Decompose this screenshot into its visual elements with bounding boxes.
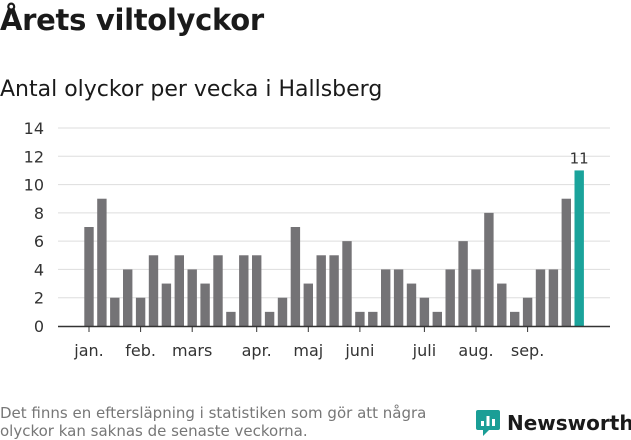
bar xyxy=(458,241,468,326)
bar xyxy=(239,255,249,326)
bar xyxy=(277,297,288,326)
bar xyxy=(471,269,481,326)
bars xyxy=(84,170,584,326)
x-tick-label: apr. xyxy=(242,341,272,360)
footnote: Det finns en eftersläpning i statistiken… xyxy=(0,404,427,440)
bar xyxy=(522,297,533,326)
bar xyxy=(226,311,236,326)
bar xyxy=(419,297,430,326)
bar xyxy=(535,269,546,326)
bar xyxy=(303,283,313,326)
bar xyxy=(123,269,133,326)
bar xyxy=(200,283,210,326)
y-tick-label: 10 xyxy=(24,176,44,195)
chart-subtitle: Antal olyckor per vecka i Hallsberg xyxy=(0,77,383,102)
x-axis-ticks: jan. feb. mars apr. maj juni juli aug. sep. xyxy=(73,326,544,360)
bar xyxy=(548,269,559,326)
bar xyxy=(393,269,404,326)
bar xyxy=(368,311,378,326)
data-label-highlight: 11 xyxy=(570,149,589,167)
bar xyxy=(252,255,262,326)
bar xyxy=(445,269,455,326)
y-tick-label: 8 xyxy=(34,204,44,223)
bar-chart-speech-bubble-icon xyxy=(476,410,500,436)
y-tick-label: 12 xyxy=(24,147,44,166)
bar xyxy=(510,311,520,326)
data-labels: 11 xyxy=(570,149,589,167)
bar xyxy=(148,255,159,326)
bar xyxy=(135,297,146,326)
bar xyxy=(342,241,352,326)
x-tick-label: maj xyxy=(293,341,323,360)
x-tick-label: juli xyxy=(412,341,436,360)
y-tick-label: 4 xyxy=(34,260,44,279)
y-tick-label: 6 xyxy=(34,232,44,251)
x-tick-label: mars xyxy=(172,341,212,360)
y-axis-ticks: 0 2 4 6 8 10 12 14 xyxy=(24,119,44,336)
bar xyxy=(84,227,94,326)
bar xyxy=(329,255,339,326)
y-tick-label: 14 xyxy=(24,119,44,138)
bar-highlight xyxy=(574,170,584,326)
bar xyxy=(264,311,275,326)
bar xyxy=(316,255,326,326)
bar xyxy=(161,283,172,326)
bar xyxy=(174,255,184,326)
y-tick-label: 0 xyxy=(34,317,44,336)
bar xyxy=(497,283,507,326)
brand-name: Newsworthy xyxy=(507,411,631,435)
bar xyxy=(290,227,301,326)
x-tick-label: aug. xyxy=(458,341,493,360)
x-tick-label: sep. xyxy=(511,341,544,360)
bar xyxy=(432,311,442,326)
bar xyxy=(110,297,120,326)
bar xyxy=(355,311,365,326)
bar xyxy=(561,198,571,326)
bar xyxy=(406,283,417,326)
chart-title: Årets viltolyckor xyxy=(0,3,264,37)
bar xyxy=(97,198,107,326)
brand-logo[interactable]: Newsworthy xyxy=(475,407,631,439)
bar xyxy=(484,212,494,326)
x-tick-label: jan. xyxy=(73,341,103,360)
x-tick-label: feb. xyxy=(125,341,156,360)
x-tick-label: juni xyxy=(344,341,374,360)
bar xyxy=(213,255,223,326)
y-tick-label: 2 xyxy=(34,289,44,308)
bar xyxy=(187,269,197,326)
bar xyxy=(381,269,391,326)
